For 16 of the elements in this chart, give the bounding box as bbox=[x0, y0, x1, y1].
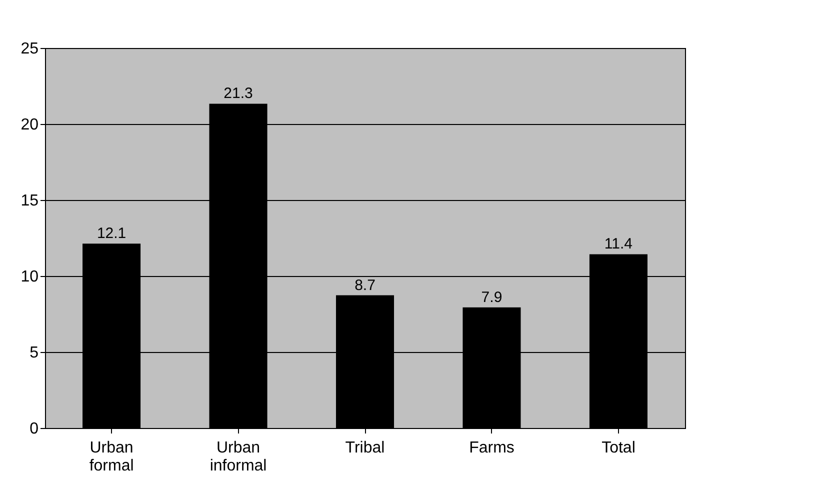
data-label: 12.1 bbox=[96, 225, 126, 242]
y-tick-label: 5 bbox=[30, 344, 39, 362]
x-tick-label: Tribal bbox=[345, 440, 385, 456]
x-tick-label: Urban formal bbox=[89, 440, 134, 474]
x-tick-label: Farms bbox=[469, 440, 514, 456]
data-label: 21.3 bbox=[224, 85, 253, 102]
y-tick-label: 15 bbox=[20, 192, 39, 210]
y-tick-label: 10 bbox=[20, 268, 39, 286]
x-tick-label: Urban informal bbox=[210, 440, 267, 474]
y-tick-label: 20 bbox=[20, 116, 39, 134]
y-tick-label: 0 bbox=[30, 420, 39, 438]
data-label: 8.7 bbox=[354, 276, 376, 294]
y-tick-label: 25 bbox=[20, 40, 39, 58]
data-label: 11.4 bbox=[604, 236, 633, 253]
x-tick-label: Total bbox=[602, 440, 636, 456]
data-label: 7.9 bbox=[481, 288, 502, 306]
